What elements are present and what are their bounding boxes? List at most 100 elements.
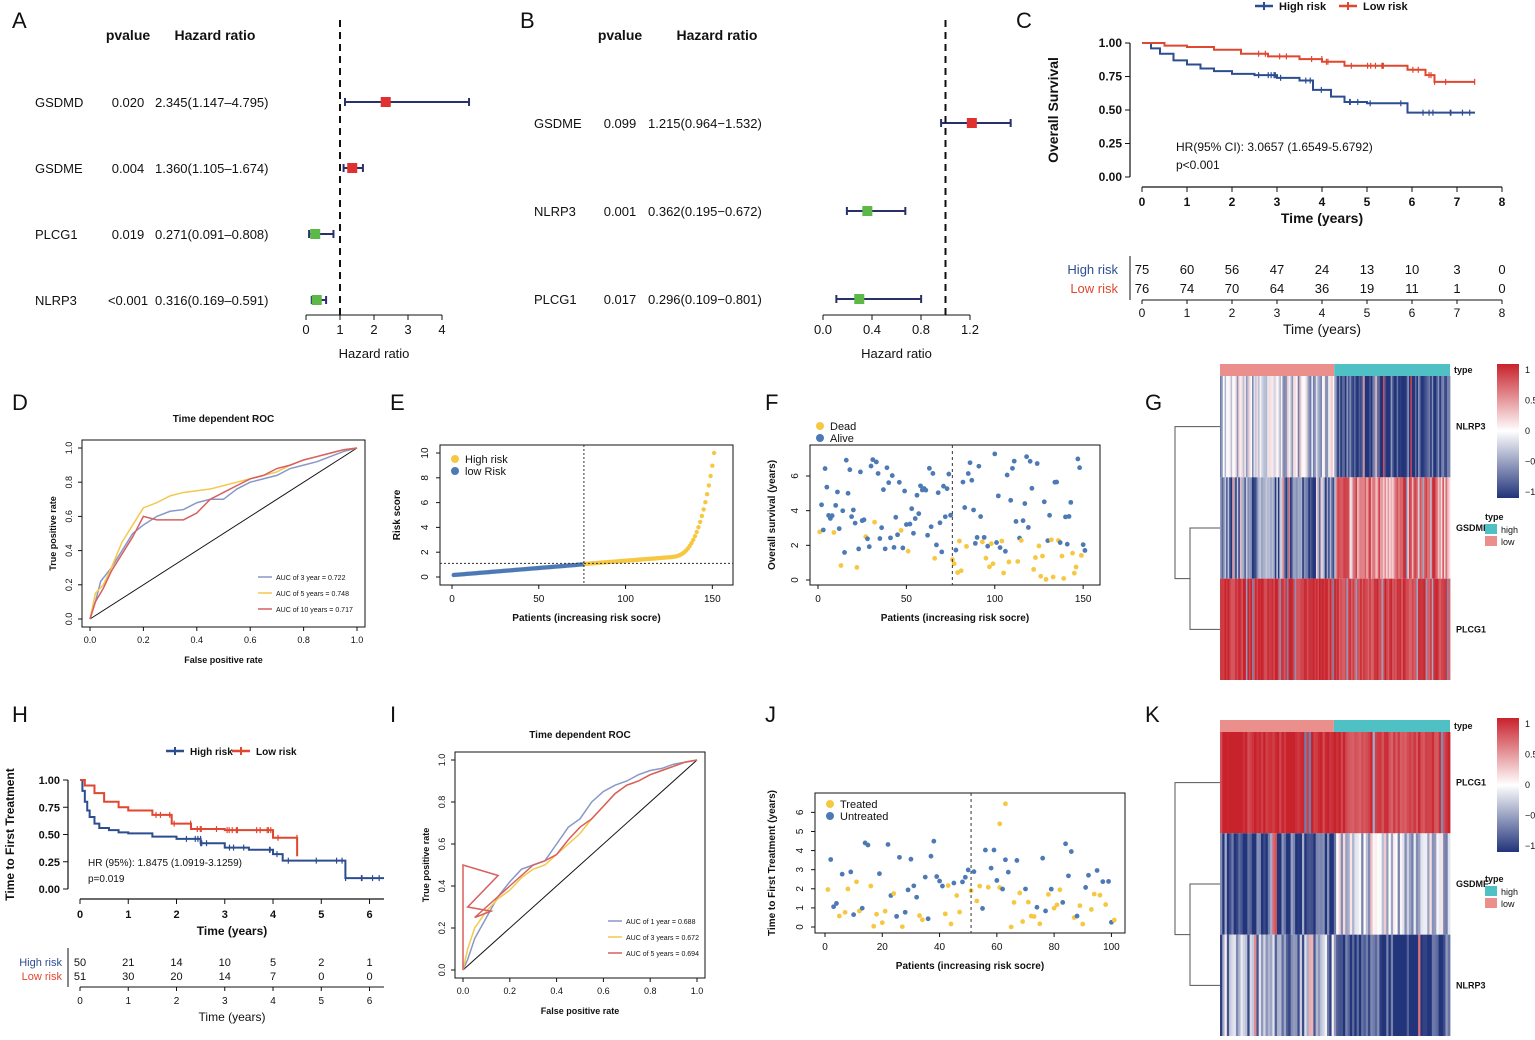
heatmap-cell (1370, 578, 1373, 680)
status-point (981, 534, 987, 540)
heatmap-cell (1325, 578, 1328, 680)
heatmap-cell (1313, 833, 1317, 935)
heatmap-cell (1349, 477, 1352, 579)
heatmap-cell (1251, 376, 1254, 478)
risk-x-tick-label: 4 (1319, 306, 1326, 320)
heatmap-cell (1445, 732, 1449, 834)
heatmap-cell (1283, 578, 1286, 680)
heatmap-cell (1263, 934, 1266, 1036)
heatmap-cell (1344, 477, 1347, 579)
heatmap-cell (1224, 732, 1228, 834)
heatmap-cell (1440, 376, 1443, 478)
heatmap-cell (1267, 376, 1270, 478)
status-point (992, 451, 998, 457)
heatmap-cell (1383, 833, 1387, 935)
heatmap-cell (1328, 477, 1331, 579)
heatmap-cell (1291, 578, 1294, 680)
heatmap-cell (1231, 833, 1235, 935)
heatmap-cell (1424, 376, 1427, 478)
heatmap-cell (1341, 376, 1344, 478)
heatmap-cell (1303, 376, 1306, 478)
plot-frame (439, 444, 734, 586)
heatmap-cell (1239, 376, 1242, 478)
heatmap-cell (1224, 578, 1227, 680)
type-bar-low (1220, 364, 1335, 376)
heatmap-cell (1447, 833, 1451, 935)
heatmap-cell (1358, 376, 1361, 478)
heatmap-cell (1342, 934, 1346, 1036)
heatmap-cell (1294, 376, 1297, 478)
heatmap-cell (1368, 732, 1371, 834)
status-point (1078, 553, 1084, 558)
heatmap-cell (1329, 833, 1332, 935)
heatmap-cell (1245, 376, 1248, 478)
type-legend-title: type (1485, 874, 1504, 884)
x-tick-label: 0 (77, 909, 83, 921)
heatmap-cell (1390, 934, 1394, 1036)
heatmap-cell (1250, 376, 1253, 478)
heatmap-cell (1281, 732, 1285, 834)
heatmap-cell (1341, 578, 1344, 680)
legend-label: AUC of 10 years = 0.717 (276, 607, 353, 614)
heatmap-cell (1399, 477, 1402, 579)
heatmap-cell (1422, 578, 1425, 680)
y-tick-label: 0.00 (39, 884, 60, 896)
heatmap-cell (1264, 477, 1267, 579)
heatmap-cell (1442, 477, 1445, 579)
status-point (908, 856, 914, 862)
status-point (848, 869, 854, 875)
heatmap-cell (1387, 376, 1390, 478)
heatmap-cell (1411, 376, 1414, 478)
heatmap-cell (1311, 376, 1314, 478)
heatmap-cell (1286, 934, 1289, 1036)
x-tick-label: 1 (125, 909, 131, 921)
heatmap-cell (1386, 732, 1389, 834)
heatmap-cell (1306, 732, 1310, 834)
heatmap-cell (1313, 732, 1317, 834)
legend-swatch-low (1485, 898, 1497, 908)
heatmap-cell (1404, 732, 1408, 834)
panel-J: J (765, 702, 776, 727)
heatmap-cell (1434, 578, 1437, 680)
heatmap-cell (1233, 477, 1236, 579)
heatmap-cell (1445, 934, 1449, 1036)
y-tick-label: 4 (420, 524, 431, 530)
risk-count: 10 (1405, 262, 1419, 277)
heatmap-cell (1361, 376, 1364, 478)
heatmap-cell (1315, 833, 1319, 935)
x-tick-label: 5 (318, 909, 324, 921)
panel-letter-C: C (1016, 8, 1032, 33)
heatmap-cell (1331, 578, 1334, 680)
status-point (945, 883, 951, 888)
heatmap-cell (1402, 833, 1405, 935)
status-point (831, 530, 837, 535)
status-point (1050, 574, 1056, 580)
heatmap-cell (1306, 477, 1309, 579)
status-point (879, 920, 885, 926)
risk-count: 5 (270, 957, 276, 969)
heatmap-cell (1415, 833, 1419, 935)
status-point (1043, 576, 1049, 582)
status-point (1014, 858, 1020, 863)
heatmap-cell (1244, 376, 1247, 478)
heatmap-cell (1293, 376, 1296, 478)
legend-label: AUC of 5 years = 0.748 (276, 591, 349, 598)
status-point (948, 512, 953, 518)
heatmap-cell (1270, 578, 1273, 680)
heatmap-cell (1222, 732, 1225, 834)
heatmap-cell (1402, 578, 1405, 680)
heatmap-cell (1277, 477, 1280, 579)
heatmap-cell (1431, 833, 1435, 935)
heatmap-cell (1375, 477, 1378, 579)
heatmap-cell (1309, 376, 1312, 478)
heatmap-cell (1320, 578, 1323, 680)
x-tick-label: 7 (1454, 195, 1461, 209)
heatmap-cell (1404, 833, 1408, 935)
heatmap-cell (1320, 376, 1323, 478)
legend-label: High risk (1279, 1, 1327, 13)
heatmap-cell (1436, 732, 1440, 834)
x-tick-label: 0.8 (912, 322, 930, 337)
status-point (1020, 919, 1026, 924)
status-point (829, 513, 835, 519)
heatmap-cell (1433, 477, 1436, 579)
